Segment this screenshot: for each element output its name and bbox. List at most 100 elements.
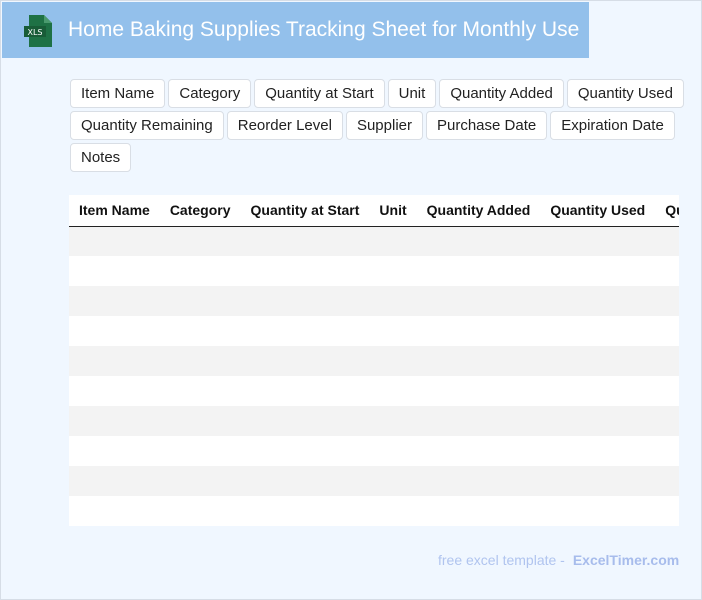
- footer-credit: free excel template - ExcelTimer.com: [438, 552, 679, 568]
- footer-text: free excel template -: [438, 552, 565, 568]
- table-cell[interactable]: [69, 286, 160, 316]
- table-cell[interactable]: [69, 256, 160, 286]
- data-table: Item Name Category Quantity at Start Unit Qu…: [69, 195, 679, 526]
- column-chip[interactable]: Quantity at Start: [254, 79, 385, 108]
- table-cell[interactable]: [540, 406, 656, 436]
- column-header: Category: [159, 195, 241, 227]
- table-cell[interactable]: [369, 286, 417, 316]
- table-cell[interactable]: [69, 496, 160, 526]
- column-header: Quantity at Start: [240, 195, 370, 227]
- column-chip[interactable]: Notes: [70, 143, 132, 172]
- table-cell[interactable]: [240, 406, 370, 436]
- column-chip[interactable]: Supplier: [345, 111, 423, 140]
- table-cell[interactable]: [655, 376, 679, 406]
- table-cell[interactable]: [417, 376, 541, 406]
- table-cell[interactable]: [369, 436, 416, 466]
- table-row: [69, 466, 679, 496]
- table-cell[interactable]: [69, 316, 160, 346]
- table-cell[interactable]: [369, 466, 417, 496]
- table-row: [69, 256, 679, 286]
- table-cell[interactable]: [159, 406, 241, 436]
- table-row: [69, 406, 679, 436]
- column-chip[interactable]: Item Name: [70, 79, 166, 108]
- table-cell[interactable]: [369, 346, 417, 376]
- table-cell[interactable]: [240, 466, 370, 496]
- table-cell[interactable]: [160, 496, 241, 526]
- table-cell[interactable]: [69, 406, 160, 436]
- table-cell[interactable]: [417, 496, 541, 526]
- table-cell[interactable]: [69, 226, 160, 256]
- table-cell[interactable]: [240, 226, 370, 256]
- table-cell[interactable]: [655, 466, 679, 496]
- table-cell[interactable]: [540, 346, 656, 376]
- table-cell[interactable]: [160, 256, 241, 286]
- column-chip[interactable]: Quantity Remaining: [70, 111, 224, 140]
- column-chip[interactable]: Category: [168, 79, 252, 108]
- table-cell[interactable]: [655, 346, 679, 376]
- table-cell[interactable]: [241, 256, 370, 286]
- table-cell[interactable]: [540, 436, 655, 466]
- table-row: [69, 436, 679, 466]
- table-cell[interactable]: [416, 466, 541, 496]
- column-chip[interactable]: Unit: [387, 79, 437, 108]
- column-chip[interactable]: Expiration Date: [550, 111, 675, 140]
- table-cell[interactable]: [540, 496, 655, 526]
- table-cell[interactable]: [69, 346, 160, 376]
- table-cell[interactable]: [241, 376, 370, 406]
- brand-link[interactable]: ExcelTimer.com: [572, 552, 680, 568]
- table-cell[interactable]: [241, 316, 370, 346]
- table-cell[interactable]: [159, 346, 241, 376]
- column-header: Quantity Remaining: [655, 195, 679, 227]
- table-cell[interactable]: [417, 256, 541, 286]
- table-cell[interactable]: [540, 226, 656, 256]
- table-cell[interactable]: [369, 226, 417, 256]
- table-cell[interactable]: [369, 376, 416, 406]
- table-cell[interactable]: [160, 376, 241, 406]
- table-cell[interactable]: [241, 436, 370, 466]
- svg-text:XLS: XLS: [27, 28, 42, 37]
- table-row: [69, 346, 679, 376]
- table-cell[interactable]: [241, 496, 370, 526]
- table-cell[interactable]: [417, 316, 541, 346]
- table-cell[interactable]: [540, 286, 656, 316]
- table-cell[interactable]: [540, 256, 655, 286]
- table-cell[interactable]: [369, 316, 416, 346]
- table-cell[interactable]: [655, 496, 679, 526]
- table-cell[interactable]: [655, 256, 679, 286]
- table-cell[interactable]: [69, 466, 160, 496]
- table-cell[interactable]: [369, 256, 416, 286]
- table-cell[interactable]: [160, 316, 241, 346]
- table-cell[interactable]: [159, 466, 241, 496]
- table-cell[interactable]: [655, 316, 679, 346]
- table-cell[interactable]: [240, 286, 370, 316]
- table-cell[interactable]: [69, 376, 160, 406]
- table-cell[interactable]: [540, 316, 655, 346]
- column-header: Quantity Added: [416, 195, 541, 227]
- table-cell[interactable]: [416, 226, 541, 256]
- table-row: [69, 316, 679, 346]
- table-cell[interactable]: [655, 406, 679, 436]
- excel-file-icon: XLS: [24, 15, 52, 47]
- column-chip[interactable]: Reorder Level: [226, 111, 343, 140]
- table-cell[interactable]: [417, 436, 541, 466]
- table-cell[interactable]: [69, 436, 160, 466]
- table-cell[interactable]: [416, 406, 541, 436]
- table-cell[interactable]: [655, 436, 679, 466]
- table-cell[interactable]: [369, 406, 417, 436]
- header-banner: XLS Home Baking Supplies Tracking Sheet …: [2, 2, 589, 58]
- table-cell[interactable]: [540, 466, 656, 496]
- table-cell[interactable]: [159, 286, 241, 316]
- table-cell[interactable]: [160, 436, 241, 466]
- table-cell[interactable]: [416, 286, 541, 316]
- table-cell[interactable]: [655, 286, 679, 316]
- table-cell[interactable]: [655, 226, 679, 256]
- column-chip[interactable]: Quantity Used: [566, 79, 684, 108]
- column-chip[interactable]: Purchase Date: [426, 111, 548, 140]
- table-cell[interactable]: [369, 496, 416, 526]
- column-header: Item Name: [69, 195, 160, 227]
- table-cell[interactable]: [416, 346, 541, 376]
- column-chip[interactable]: Quantity Added: [439, 79, 564, 108]
- table-cell[interactable]: [240, 346, 370, 376]
- table-cell[interactable]: [540, 376, 655, 406]
- table-cell[interactable]: [159, 226, 241, 256]
